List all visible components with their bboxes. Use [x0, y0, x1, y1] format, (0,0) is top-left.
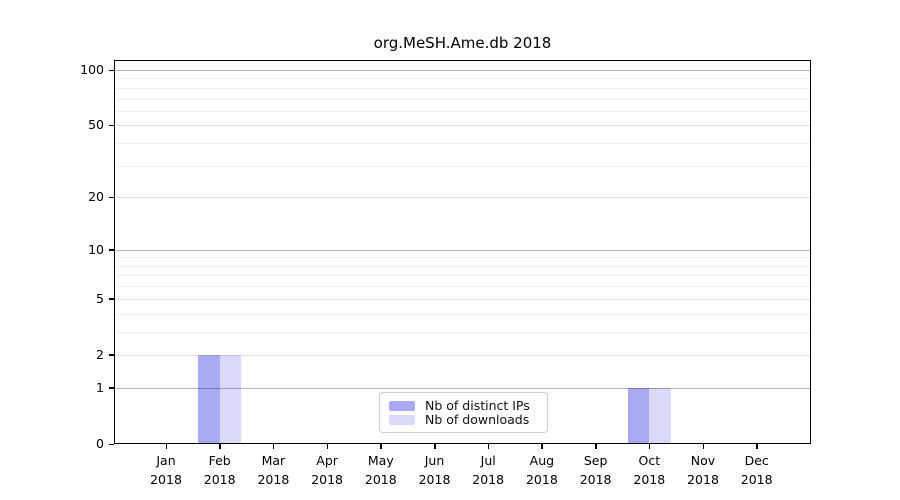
- y-tick-mark: [109, 69, 114, 71]
- x-tick-mark: [165, 444, 167, 449]
- legend-label-downloads: Nb of downloads: [425, 412, 530, 427]
- gridline-major: [114, 249, 811, 251]
- legend-label-distinct-ips: Nb of distinct IPs: [425, 398, 530, 413]
- chart-title: org.MeSH.Ame.db 2018: [373, 34, 552, 52]
- legend-swatch-distinct-ips: [389, 400, 415, 411]
- x-tick-mark: [541, 444, 543, 449]
- bar-nb-of-distinct-ips-feb-2018: [198, 354, 220, 444]
- gridline-minor: [114, 78, 811, 80]
- x-tick-label: May 2018: [364, 453, 397, 487]
- y-tick-mark: [109, 298, 114, 300]
- x-tick-mark: [595, 444, 597, 449]
- bar-nb-of-downloads-feb-2018: [219, 354, 242, 444]
- gridline-minor: [114, 313, 811, 315]
- x-tick-label: Feb 2018: [203, 453, 236, 487]
- gridline-minor: [114, 265, 811, 267]
- x-tick-label: Nov 2018: [687, 453, 719, 487]
- y-tick-mark: [109, 387, 114, 389]
- x-tick-mark: [219, 444, 221, 449]
- x-tick-mark: [756, 444, 758, 449]
- gridline-minor: [114, 165, 811, 167]
- gridline-minor: [114, 98, 811, 100]
- y-tick-label: 5: [96, 290, 104, 306]
- gridline-minor: [114, 286, 811, 288]
- x-tick-label: Apr 2018: [311, 453, 343, 487]
- gridline-minor: [114, 143, 811, 145]
- legend-swatch-downloads: [389, 414, 415, 425]
- y-tick-mark: [109, 249, 114, 251]
- gridline-minor: [114, 275, 811, 277]
- x-tick-mark: [648, 444, 651, 449]
- gridline-labeled: [114, 125, 811, 127]
- x-tick-mark: [434, 444, 436, 449]
- gridline-labeled: [114, 197, 811, 199]
- y-tick-label: 20: [88, 189, 104, 205]
- x-tick-mark: [326, 444, 329, 449]
- y-tick-label: 50: [88, 117, 104, 133]
- gridline-major: [114, 70, 811, 71]
- gridline-labeled: [114, 298, 811, 300]
- x-tick-mark: [380, 444, 382, 449]
- legend-item-downloads: Nb of downloads: [389, 412, 538, 427]
- bar-nb-of-distinct-ips-oct-2018: [627, 387, 650, 444]
- gridline-minor: [114, 331, 811, 333]
- x-tick-label: Jun 2018: [418, 453, 451, 487]
- y-tick-mark: [109, 354, 114, 356]
- x-tick-label: Jan 2018: [150, 453, 182, 487]
- x-tick-mark: [272, 444, 275, 449]
- legend-item-distinct-ips: Nb of distinct IPs: [389, 398, 538, 413]
- y-tick-label: 2: [96, 346, 104, 362]
- gridline-minor: [114, 87, 811, 89]
- x-tick-label: Mar 2018: [257, 453, 290, 487]
- legend: Nb of distinct IPs Nb of downloads: [379, 392, 548, 433]
- x-tick-label: Dec 2018: [740, 453, 773, 487]
- y-tick-label: 10: [88, 241, 104, 257]
- y-tick-mark: [109, 443, 114, 445]
- y-tick-label: 100: [80, 62, 104, 77]
- plot-area: Nb of distinct IPs Nb of downloads: [114, 60, 811, 444]
- x-tick-label: Sep 2018: [579, 453, 612, 487]
- bar-nb-of-downloads-oct-2018: [649, 387, 671, 444]
- y-tick-mark: [109, 196, 114, 199]
- gridline-minor: [114, 110, 811, 112]
- y-tick-label: 1: [96, 379, 104, 395]
- x-tick-mark: [702, 444, 704, 449]
- y-tick-mark: [109, 124, 114, 127]
- x-tick-label: Aug 2018: [525, 453, 558, 487]
- x-tick-mark: [487, 444, 490, 449]
- gridline-labeled: [114, 354, 811, 356]
- y-tick-label: 0: [96, 436, 104, 451]
- x-tick-label: Oct 2018: [633, 453, 666, 487]
- gridline-minor: [114, 257, 811, 259]
- gridline-major: [114, 387, 811, 389]
- x-tick-label: Jul 2018: [472, 453, 505, 487]
